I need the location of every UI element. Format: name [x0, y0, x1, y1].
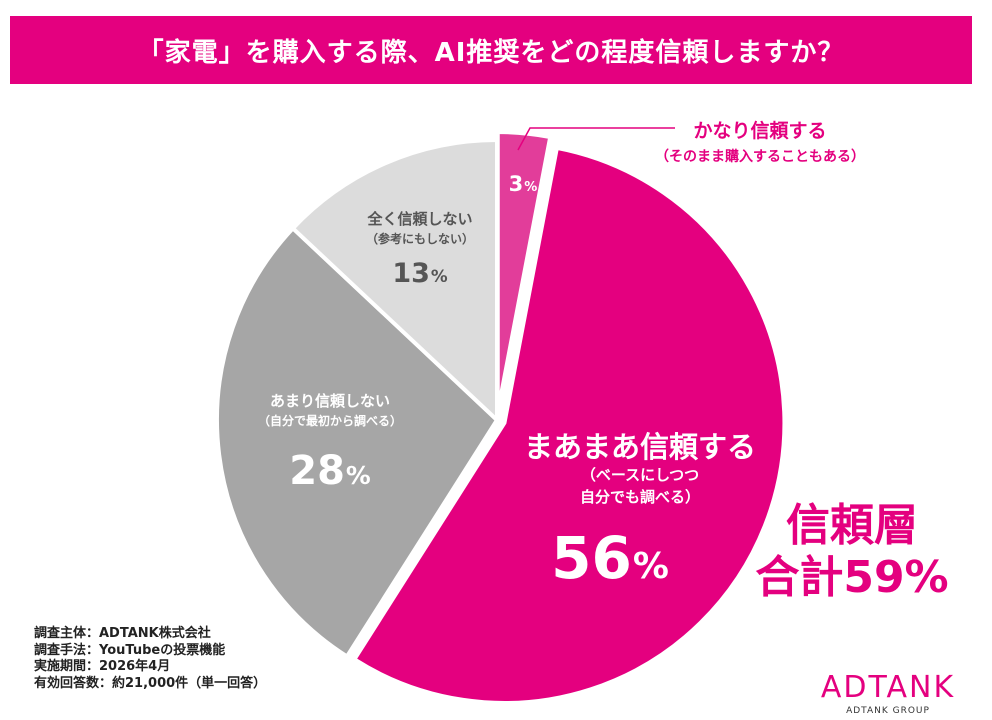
pie-slice-low-trust — [215, 226, 499, 659]
slice-sublabel2-moderate-trust: 自分でも調べる） — [579, 488, 700, 506]
slice-sublabel-no-trust: （参考にもしない） — [365, 232, 474, 246]
logo-wordmark: ADTANK — [820, 670, 956, 705]
slice-label-low-trust: あまり信頼しない — [269, 392, 390, 410]
slice-percent-low-trust: 28% — [289, 448, 371, 494]
logo-subtitle: ADTANK GROUP — [846, 706, 930, 716]
trust-total-line2: 合計59% — [755, 552, 949, 603]
adtank-logo: ADTANK ADTANK GROUP — [808, 670, 968, 717]
meta-line: 実施期間：2026年4月 — [34, 659, 171, 674]
slice-percent-no-trust: 13% — [392, 258, 448, 289]
trust-total-line1: 信頼層 — [786, 500, 918, 551]
slice-sublabel-moderate-trust: （ベースにしつつ — [580, 466, 700, 484]
meta-line: 調査手法：YouTubeの投票機能 — [34, 642, 226, 658]
slice-percent-moderate-trust: 56% — [551, 524, 669, 592]
chart-title: 「家電」を購入する際、AI推奨をどの程度信頼しますか？ — [10, 16, 972, 84]
pie-slice-strong-trust — [495, 130, 553, 415]
slice-sublabel-strong-trust: （そのまま購入することもある） — [655, 149, 865, 165]
trust-total-callout: 信頼層 合計59% — [742, 500, 962, 604]
slice-label-moderate-trust: まあまあ信頼する — [523, 430, 756, 464]
pie-slice-no-trust — [290, 138, 499, 422]
meta-line: 調査主体：ADTANK株式会社 — [34, 626, 211, 641]
slice-label-no-trust: 全く信頼しない — [367, 210, 473, 228]
meta-line: 有効回答数：約21,000件（単一回答） — [34, 675, 267, 691]
slice-label-strong-trust: かなり信頼する — [693, 120, 827, 142]
survey-metadata: 調査主体：ADTANK株式会社 調査手法：YouTubeの投票機能 実施期間：2… — [34, 626, 266, 692]
pie-slice-moderate-trust — [352, 145, 787, 705]
slice-percent-strong-trust: 3% — [508, 172, 538, 196]
slice-sublabel-low-trust: （自分で最初から調べる） — [257, 414, 402, 428]
leader-line — [517, 127, 675, 151]
